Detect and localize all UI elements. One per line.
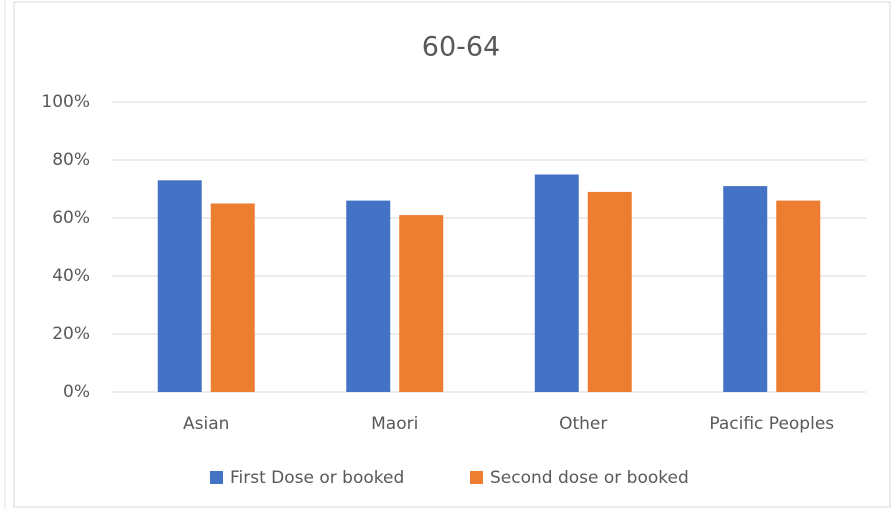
bar — [776, 200, 821, 392]
bar — [210, 203, 255, 392]
y-tick-label: 0% — [63, 382, 90, 402]
x-tick-label: Pacific Peoples — [709, 414, 834, 434]
legend-swatch — [470, 471, 483, 484]
x-tick-label: Other — [559, 414, 607, 434]
bar — [723, 186, 768, 392]
legend-label: First Dose or booked — [230, 468, 404, 488]
x-tick-label: Maori — [371, 414, 418, 434]
y-tick-label: 80% — [52, 150, 90, 170]
y-tick-label: 40% — [52, 266, 90, 286]
legend-label: Second dose or booked — [490, 468, 689, 488]
bar — [399, 215, 444, 392]
chart-title: 60-64 — [422, 32, 500, 63]
bar — [587, 191, 632, 392]
legend-swatch — [210, 471, 223, 484]
bar — [346, 200, 391, 392]
x-tick-label: Asian — [183, 414, 229, 434]
bar — [534, 174, 579, 392]
y-tick-label: 100% — [41, 92, 90, 112]
y-tick-label: 20% — [52, 324, 90, 344]
y-tick-label: 60% — [52, 208, 90, 228]
bar — [157, 180, 202, 392]
